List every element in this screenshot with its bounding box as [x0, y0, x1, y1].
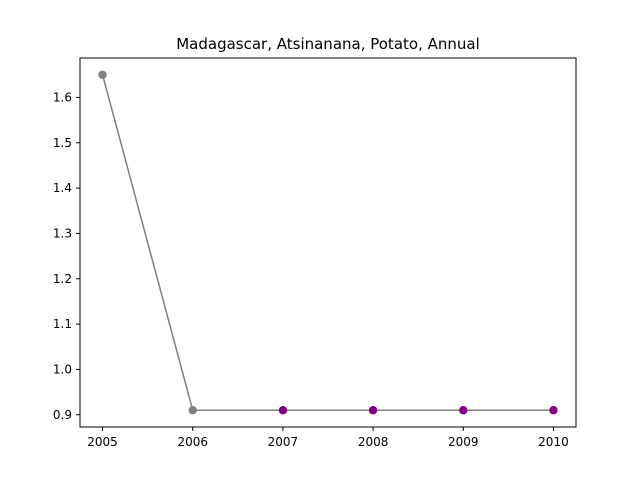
axis-ticks: 2005 2006 2007 2008 2009 2010 0.9 1.0 1.1 1.2 1.3 1…	[53, 90, 569, 449]
x-tick-label: 2009	[448, 435, 479, 449]
plot-area-frame	[79, 57, 577, 428]
y-tick-label: 1.1	[53, 317, 72, 331]
y-tick-label: 1.0	[53, 362, 72, 376]
y-tick-label: 1.5	[53, 136, 72, 150]
y-tick-label: 1.4	[53, 181, 72, 195]
y-tick-label: 1.2	[53, 272, 72, 286]
x-tick-label: 2008	[358, 435, 389, 449]
x-tick-label: 2007	[268, 435, 299, 449]
data-point	[188, 406, 197, 415]
data-point	[368, 406, 378, 415]
series-layer	[98, 70, 558, 415]
y-tick-label: 0.9	[53, 408, 72, 422]
data-point	[98, 70, 107, 79]
x-tick-label: 2005	[87, 435, 118, 449]
data-point	[549, 406, 558, 415]
y-tick-label: 1.6	[53, 90, 72, 104]
y-tick-label: 1.3	[53, 226, 72, 240]
x-tick-label: 2006	[177, 435, 208, 449]
x-tick-label: 2010	[538, 435, 569, 449]
chart-title: Madagascar, Atsinanana, Potato, Annual	[176, 35, 480, 53]
series-line	[101, 74, 554, 411]
data-point	[459, 406, 468, 415]
data-point	[278, 406, 288, 415]
